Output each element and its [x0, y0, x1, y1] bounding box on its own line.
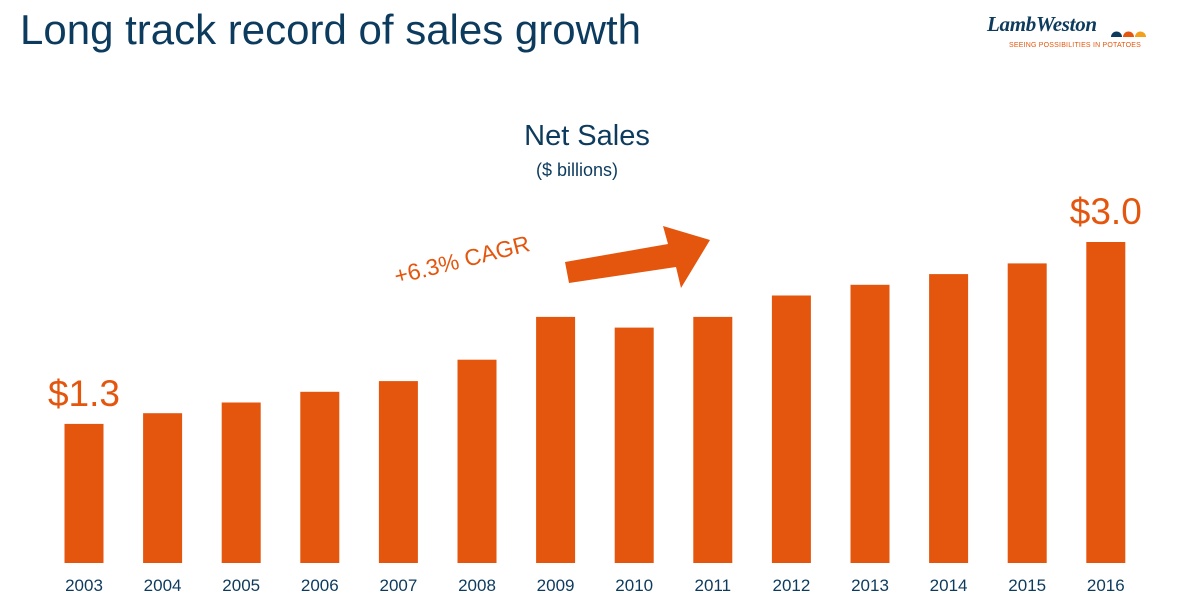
bars-layer — [64, 242, 1126, 563]
lamb-weston-logo: LambWeston SEEING POSSIBILITIES IN POTAT… — [987, 12, 1167, 56]
bar-2011 — [693, 316, 733, 563]
bar-2015 — [1007, 263, 1047, 563]
bar-2004 — [143, 413, 183, 563]
data-label-2003: $1.3 — [48, 373, 120, 414]
chart-subtitle: ($ billions) — [535, 160, 619, 180]
bar-2003 — [64, 423, 104, 563]
x-tick-label-2011: 2011 — [695, 576, 732, 595]
bar-2014 — [929, 274, 969, 563]
bar-2016 — [1086, 242, 1126, 563]
cagr-arrow — [565, 226, 710, 288]
bar-2006 — [300, 391, 340, 563]
bar-2010 — [614, 327, 654, 563]
x-tick-label-2016: 2016 — [1087, 576, 1125, 595]
bar-2005 — [221, 402, 261, 563]
data-labels: $1.3 $3.0 — [48, 191, 1142, 414]
bar-2012 — [771, 295, 811, 563]
x-tick-labels: 2003 2004 2005 2006 2007 2008 2009 2010 2011 2012… — [65, 576, 1125, 595]
cagr-arrow-shape — [565, 226, 710, 288]
x-tick-label-2007: 2007 — [379, 576, 417, 595]
chart-title: Net Sales — [524, 120, 650, 152]
bar-2007 — [378, 381, 418, 563]
x-tick-label-2005: 2005 — [222, 576, 260, 595]
x-tick-label-2012: 2012 — [772, 576, 810, 595]
logo-wordmark: LambWeston — [987, 12, 1097, 36]
x-tick-label-2014: 2014 — [930, 576, 968, 595]
slide-title: Long track record of sales growth — [20, 6, 641, 53]
logo-domes-icon — [1111, 31, 1146, 37]
x-tick-label-2009: 2009 — [537, 576, 575, 595]
bar-2013 — [850, 284, 890, 563]
bar-2008 — [457, 359, 497, 563]
x-tick-label-2013: 2013 — [851, 576, 889, 595]
x-tick-label-2008: 2008 — [458, 576, 496, 595]
bar-2009 — [536, 316, 576, 563]
data-label-2016: $3.0 — [1070, 191, 1142, 232]
x-tick-label-2004: 2004 — [144, 576, 182, 595]
logo-tagline: SEEING POSSIBILITIES IN POTATOES — [1009, 42, 1142, 49]
x-tick-label-2003: 2003 — [65, 576, 103, 595]
x-tick-label-2010: 2010 — [615, 576, 653, 595]
x-tick-label-2006: 2006 — [301, 576, 339, 595]
x-tick-label-2015: 2015 — [1008, 576, 1046, 595]
